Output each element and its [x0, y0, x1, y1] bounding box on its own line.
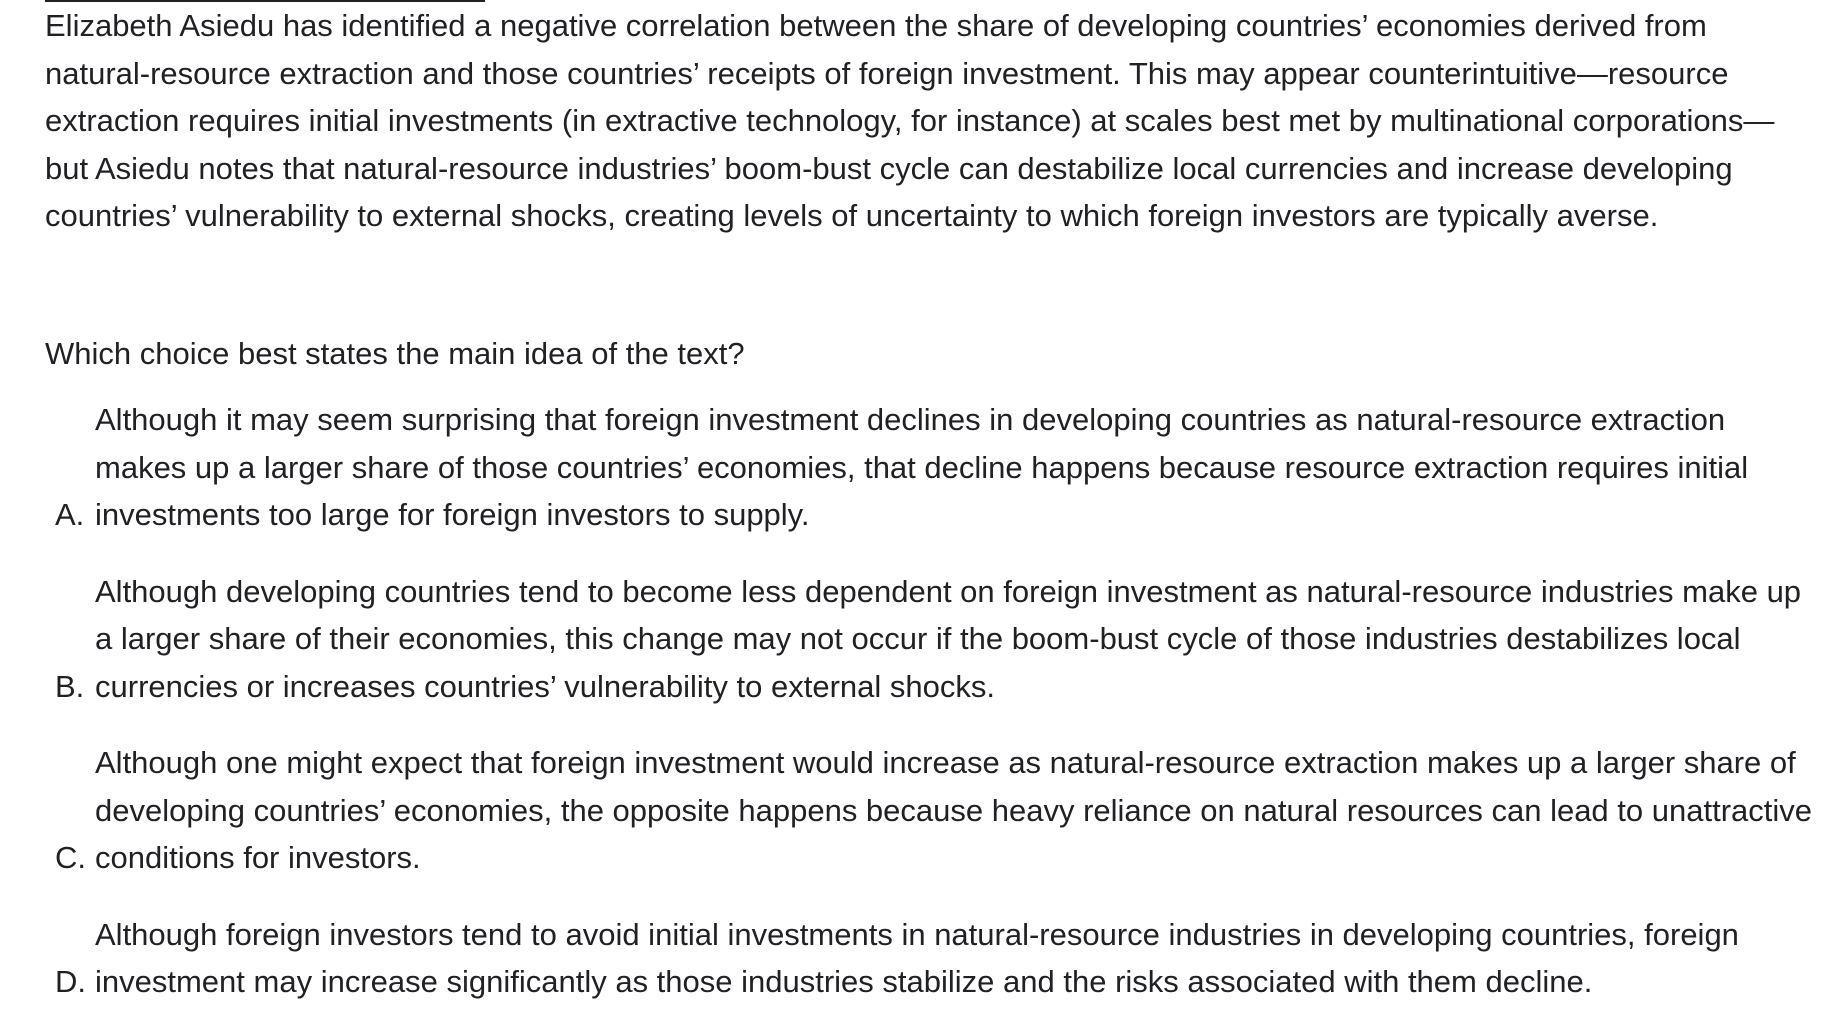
choice-b-text: Although developing countries tend to be…	[95, 573, 1802, 704]
passage-text: Elizabeth Asiedu has identified a negati…	[45, 8, 1775, 233]
answer-choices: A. Although it may seem surprising that …	[55, 396, 1820, 1035]
choice-b-letter: B.	[55, 668, 85, 704]
top-divider	[45, 0, 485, 2]
choice-d[interactable]: D. Although foreign investors tend to av…	[55, 911, 1820, 1006]
choice-a-text: Although it may seem surprising that for…	[95, 402, 1749, 532]
choice-c[interactable]: C. Although one might expect that foreig…	[55, 739, 1820, 882]
choice-b[interactable]: B. Although developing countries tend to…	[55, 568, 1820, 711]
choice-a-letter: A.	[55, 497, 85, 532]
choice-d-letter: D.	[55, 964, 86, 999]
choice-a[interactable]: A. Although it may seem surprising that …	[55, 396, 1820, 539]
choice-c-text: Although one might expect that foreign i…	[95, 745, 1813, 875]
question-prompt: Which choice best states the main idea o…	[45, 336, 745, 371]
choice-d-text: Although foreign investors tend to avoid…	[95, 916, 1739, 1000]
choice-c-letter: C.	[55, 840, 86, 875]
